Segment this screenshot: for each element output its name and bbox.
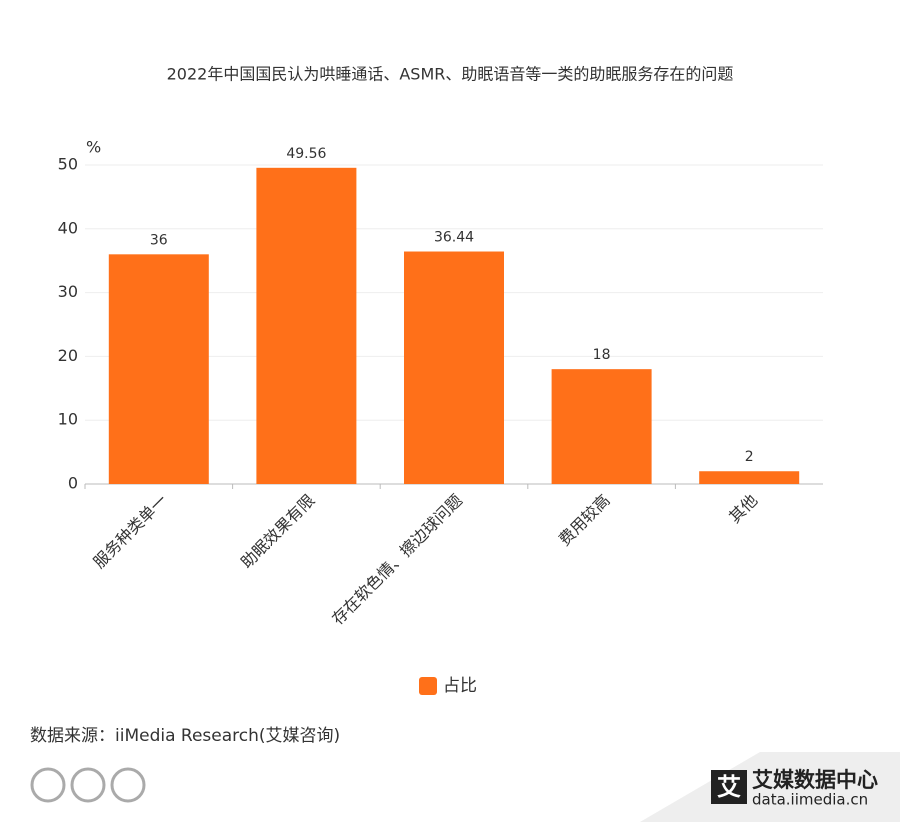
logo-name: 艾媒数据中心 <box>752 768 878 792</box>
data-label: 36.44 <box>434 230 474 246</box>
logo-url: data.iimedia.cn <box>752 791 868 809</box>
bar <box>551 369 652 484</box>
x-tick-label: 存在软色情、擦边球问题 <box>328 491 466 629</box>
x-tick-label: 服务种类单一 <box>89 491 170 572</box>
data-label: 18 <box>593 347 611 363</box>
y-tick-label: 20 <box>58 346 78 365</box>
x-tick-label: 助眠效果有限 <box>237 491 318 572</box>
data-label: 2 <box>745 449 754 465</box>
y-unit: % <box>86 138 101 157</box>
cc-icons <box>30 767 146 803</box>
y-tick-label: 10 <box>58 410 78 429</box>
bar <box>108 254 209 484</box>
source: 数据来源：iiMedia Research(艾媒咨询) <box>30 726 340 746</box>
bar <box>699 471 800 484</box>
y-tick-label: 0 <box>68 474 78 493</box>
chart-title: 2022年中国国民认为哄睡通话、ASMR、助眠语音等一类的助眠服务存在的问题 <box>167 65 734 84</box>
data-label: 49.56 <box>286 146 326 162</box>
bar <box>404 251 504 484</box>
logo-bg <box>640 752 900 822</box>
bar <box>256 167 357 485</box>
data-label: 36 <box>150 232 168 248</box>
logo-mark: 艾 <box>717 773 741 801</box>
y-tick-label: 30 <box>58 282 78 301</box>
legend-label: 占比 <box>443 676 477 696</box>
x-tick-label: 费用较高 <box>555 491 614 550</box>
y-tick-label: 50 <box>58 155 78 174</box>
y-tick-label: 40 <box>58 218 78 237</box>
logo-box <box>711 770 747 804</box>
legend-swatch <box>419 677 437 695</box>
x-tick-label: 其他 <box>725 491 761 527</box>
